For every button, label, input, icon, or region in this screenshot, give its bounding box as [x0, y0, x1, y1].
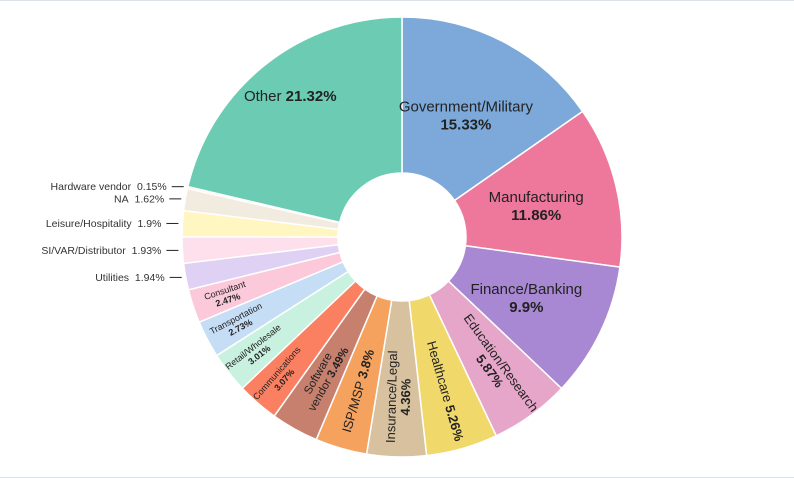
slice-government-military[interactable]	[401, 16, 584, 202]
slice-label-other: Other 21.32%	[244, 88, 337, 105]
slice-label-insurance-legal: Insurance/Legal4.36%	[383, 350, 414, 443]
slice-manufacturing[interactable]	[453, 110, 623, 268]
slice-label-manufacturing: Manufacturing 11.86%	[489, 189, 584, 224]
slice-label-government-military: Government/Military 15.33%	[399, 99, 534, 134]
slice-label-utilities: Utilities 1.94%	[95, 272, 164, 284]
slice-label-hardware-vendor: Hardware vendor 0.15%	[51, 181, 167, 193]
slice-label-finance-banking: Finance/Banking 9.9%	[470, 281, 582, 316]
slice-finance-banking[interactable]	[447, 244, 621, 390]
slice-label-na: NA 1.62%	[114, 193, 164, 205]
slice-label-leisure-hospitality: Leisure/Hospitality 1.9%	[46, 218, 162, 230]
slice-label-si-var-distributor: SI/VAR/Distributor 1.93%	[41, 245, 161, 257]
slice-other[interactable]	[186, 16, 403, 224]
